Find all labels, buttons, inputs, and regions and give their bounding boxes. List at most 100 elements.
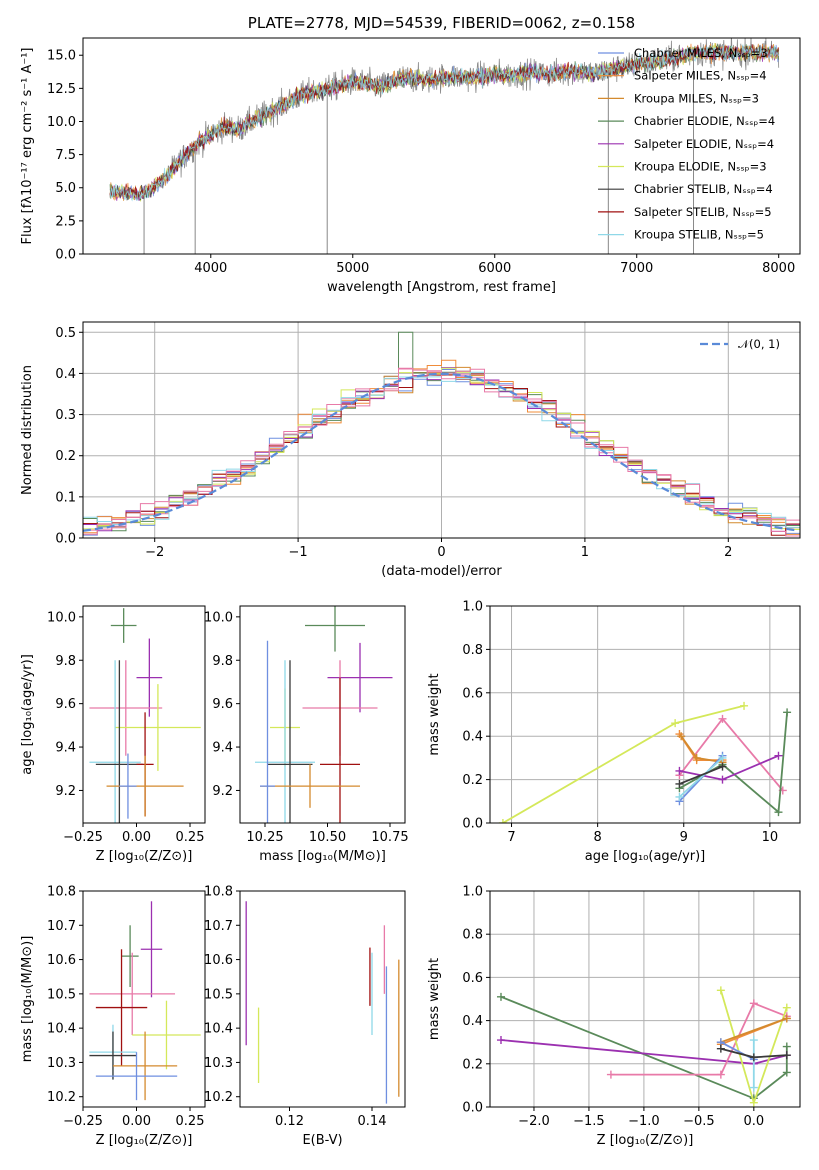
legend-entry: Chabrier STELIB, Nₛₛₚ=4 <box>634 182 773 196</box>
y-tick-label: 10.8 <box>47 885 76 900</box>
y-tick-label: 10.0 <box>47 610 76 625</box>
y-tick-label: 10.5 <box>47 987 76 1002</box>
plus-marker <box>496 1036 505 1045</box>
plus-marker <box>716 1044 725 1053</box>
y-axis-label: mass [log₁₀(M/M⊙)] <box>20 936 35 1063</box>
y-tick-label: 0.5 <box>55 326 76 341</box>
plus-marker <box>718 714 727 723</box>
y-tick-label: 10.4 <box>47 1022 76 1037</box>
x-tick-label: −0.5 <box>683 1114 715 1129</box>
x-tick-label: 8000 <box>762 261 795 276</box>
x-tick-label: 0.12 <box>275 1114 304 1129</box>
plot-area-residual_hist <box>83 331 800 537</box>
mass-weight-line <box>610 1002 788 1076</box>
plus-marker <box>675 792 684 801</box>
x-tick-label: 10.50 <box>309 830 346 845</box>
y-tick-label: 2.5 <box>55 214 76 229</box>
y-tick-label: 10.6 <box>204 953 233 968</box>
x-tick-label: 6000 <box>478 261 511 276</box>
x-axis-label: (data-model)/error <box>381 564 502 579</box>
chart-title: PLATE=2778, MJD=54539, FIBERID=0062, z=0… <box>248 14 635 32</box>
plus-marker <box>782 1003 791 1012</box>
x-tick-label: 0.00 <box>122 1114 151 1129</box>
plus-marker <box>782 1042 791 1051</box>
y-tick-label: 10.3 <box>47 1056 76 1071</box>
plot-area-mass_vs_ebv <box>245 901 400 1104</box>
y-axis-label: age [log₁₀(age/yr)] <box>20 654 35 775</box>
x-tick-label: 2 <box>724 545 732 560</box>
model-spectrum-line <box>109 44 780 202</box>
x-tick-label: 7 <box>507 830 515 845</box>
y-tick-label: 0.0 <box>462 817 483 832</box>
x-tick-label: 1 <box>581 545 589 560</box>
errorbar-point <box>136 638 163 717</box>
errorbar-point <box>305 606 365 652</box>
legend-entry: 𝒩(0, 1) <box>738 337 780 351</box>
plus-marker <box>749 1053 758 1062</box>
axes-mass_vs_ebv: 0.12 0.14 10.2 10.3 10.4 10.5 10.6 10.7 10.8 E(B-… <box>204 885 406 1148</box>
y-tick-label: 9.6 <box>212 697 233 712</box>
legend-entry: Chabrier ELODIE, Nₛₛₚ=4 <box>634 114 775 128</box>
y-tick-label: 12.5 <box>47 82 76 97</box>
plus-marker <box>675 779 684 788</box>
plot-area-weight_vs_age <box>498 701 792 823</box>
y-axis-label: Normed distribution <box>20 365 35 495</box>
y-tick-label: 9.6 <box>55 697 76 712</box>
plus-marker <box>749 1098 758 1107</box>
mass-weight-line <box>500 995 788 1100</box>
y-tick-label: 0.2 <box>55 449 76 464</box>
y-tick-label: 0.0 <box>55 532 76 547</box>
y-tick-label: 10.0 <box>47 115 76 130</box>
x-tick-label: −1 <box>289 545 308 560</box>
errorbar-point <box>119 753 137 819</box>
plus-marker <box>749 1083 758 1092</box>
legend-entry: Kroupa MILES, Nₛₛₚ=3 <box>634 91 759 105</box>
legend-entry: Salpeter MILES, Nₛₛₚ=4 <box>634 69 767 83</box>
y-tick-label: 9.2 <box>212 784 233 799</box>
normal-reference-curve <box>83 372 798 532</box>
plot-area-age_vs_mass <box>255 606 393 823</box>
x-tick-label: −0.25 <box>63 830 103 845</box>
y-tick-label: 1.0 <box>462 885 483 900</box>
y-tick-label: 0.1 <box>55 490 76 505</box>
x-tick-label: 8 <box>593 830 601 845</box>
legend-entry: Salpeter STELIB, Nₛₛₚ=5 <box>634 205 772 219</box>
axes-residual_hist: −2 −1 0 1 2 0.0 0.1 0.2 0.3 0.4 0.5 (data-model)/er… <box>20 321 801 579</box>
mass-weight-line <box>678 712 788 814</box>
errorbar-point <box>89 660 141 823</box>
errorbar-point <box>320 677 360 823</box>
plus-marker <box>740 701 749 710</box>
x-tick-label: 7000 <box>620 261 653 276</box>
legend-entry: Salpeter ELODIE, Nₛₛₚ=4 <box>634 137 774 151</box>
x-tick-label: −0.25 <box>63 1114 103 1129</box>
y-tick-label: 10.5 <box>204 987 233 1002</box>
plot-area-age_vs_Z <box>89 608 201 823</box>
axes-weight_vs_Z: −2.0 −1.5 −1.0 −0.5 0.0 0.0 0.2 0.4 0.6 0.8 1.0 Z [… <box>427 885 801 1148</box>
plus-marker <box>606 1070 615 1079</box>
plus-marker <box>718 762 727 771</box>
plus-marker <box>716 986 725 995</box>
errorbar-point <box>132 1000 201 1070</box>
plus-marker <box>692 753 701 762</box>
errorbar-point <box>95 949 148 1066</box>
mass-weight-line <box>680 735 723 764</box>
y-axis-label: mass weight <box>427 958 442 1040</box>
errorbar-point <box>260 640 275 823</box>
y-tick-label: 0.4 <box>462 1014 483 1029</box>
x-tick-label: 0.0 <box>743 1114 764 1129</box>
axes-weight_vs_age: 7 8 9 10 0.0 0.2 0.4 0.6 0.8 1.0 age [log₁₀(age/yr… <box>427 600 801 864</box>
errorbar-point <box>89 660 163 756</box>
x-tick-label: 0.14 <box>358 1114 387 1129</box>
y-tick-label: 0.6 <box>462 686 483 701</box>
x-axis-label: Z [log₁₀(Z/Z⊙)] <box>96 849 193 864</box>
plus-marker <box>496 992 505 1001</box>
x-tick-label: 0 <box>437 545 445 560</box>
plus-marker <box>718 775 727 784</box>
y-tick-label: 9.8 <box>212 654 233 669</box>
x-tick-label: 0.25 <box>176 830 205 845</box>
plus-marker <box>749 1036 758 1045</box>
y-axis-label: Flux [fλ10⁻¹⁷ erg cm⁻² s⁻¹ A⁻¹] <box>20 48 35 245</box>
y-tick-label: 10.4 <box>204 1022 233 1037</box>
y-tick-label: 10.8 <box>204 885 233 900</box>
x-tick-label: −1.0 <box>628 1114 660 1129</box>
